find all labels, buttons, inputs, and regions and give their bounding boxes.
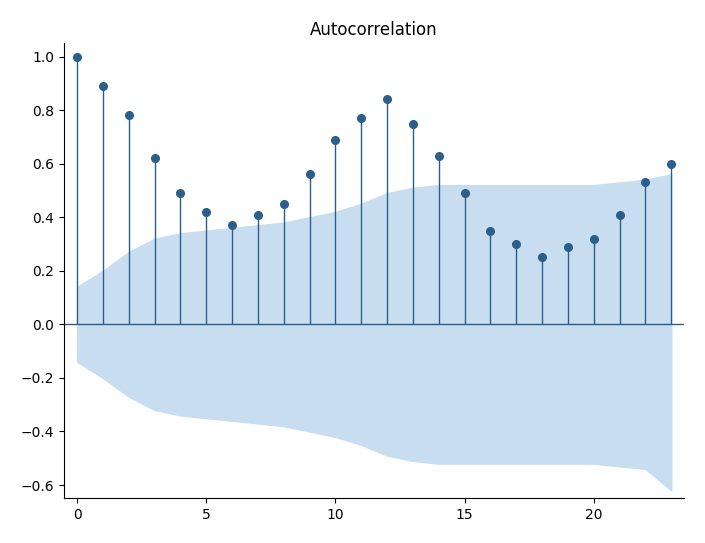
Title: Autocorrelation: Autocorrelation <box>310 21 438 39</box>
